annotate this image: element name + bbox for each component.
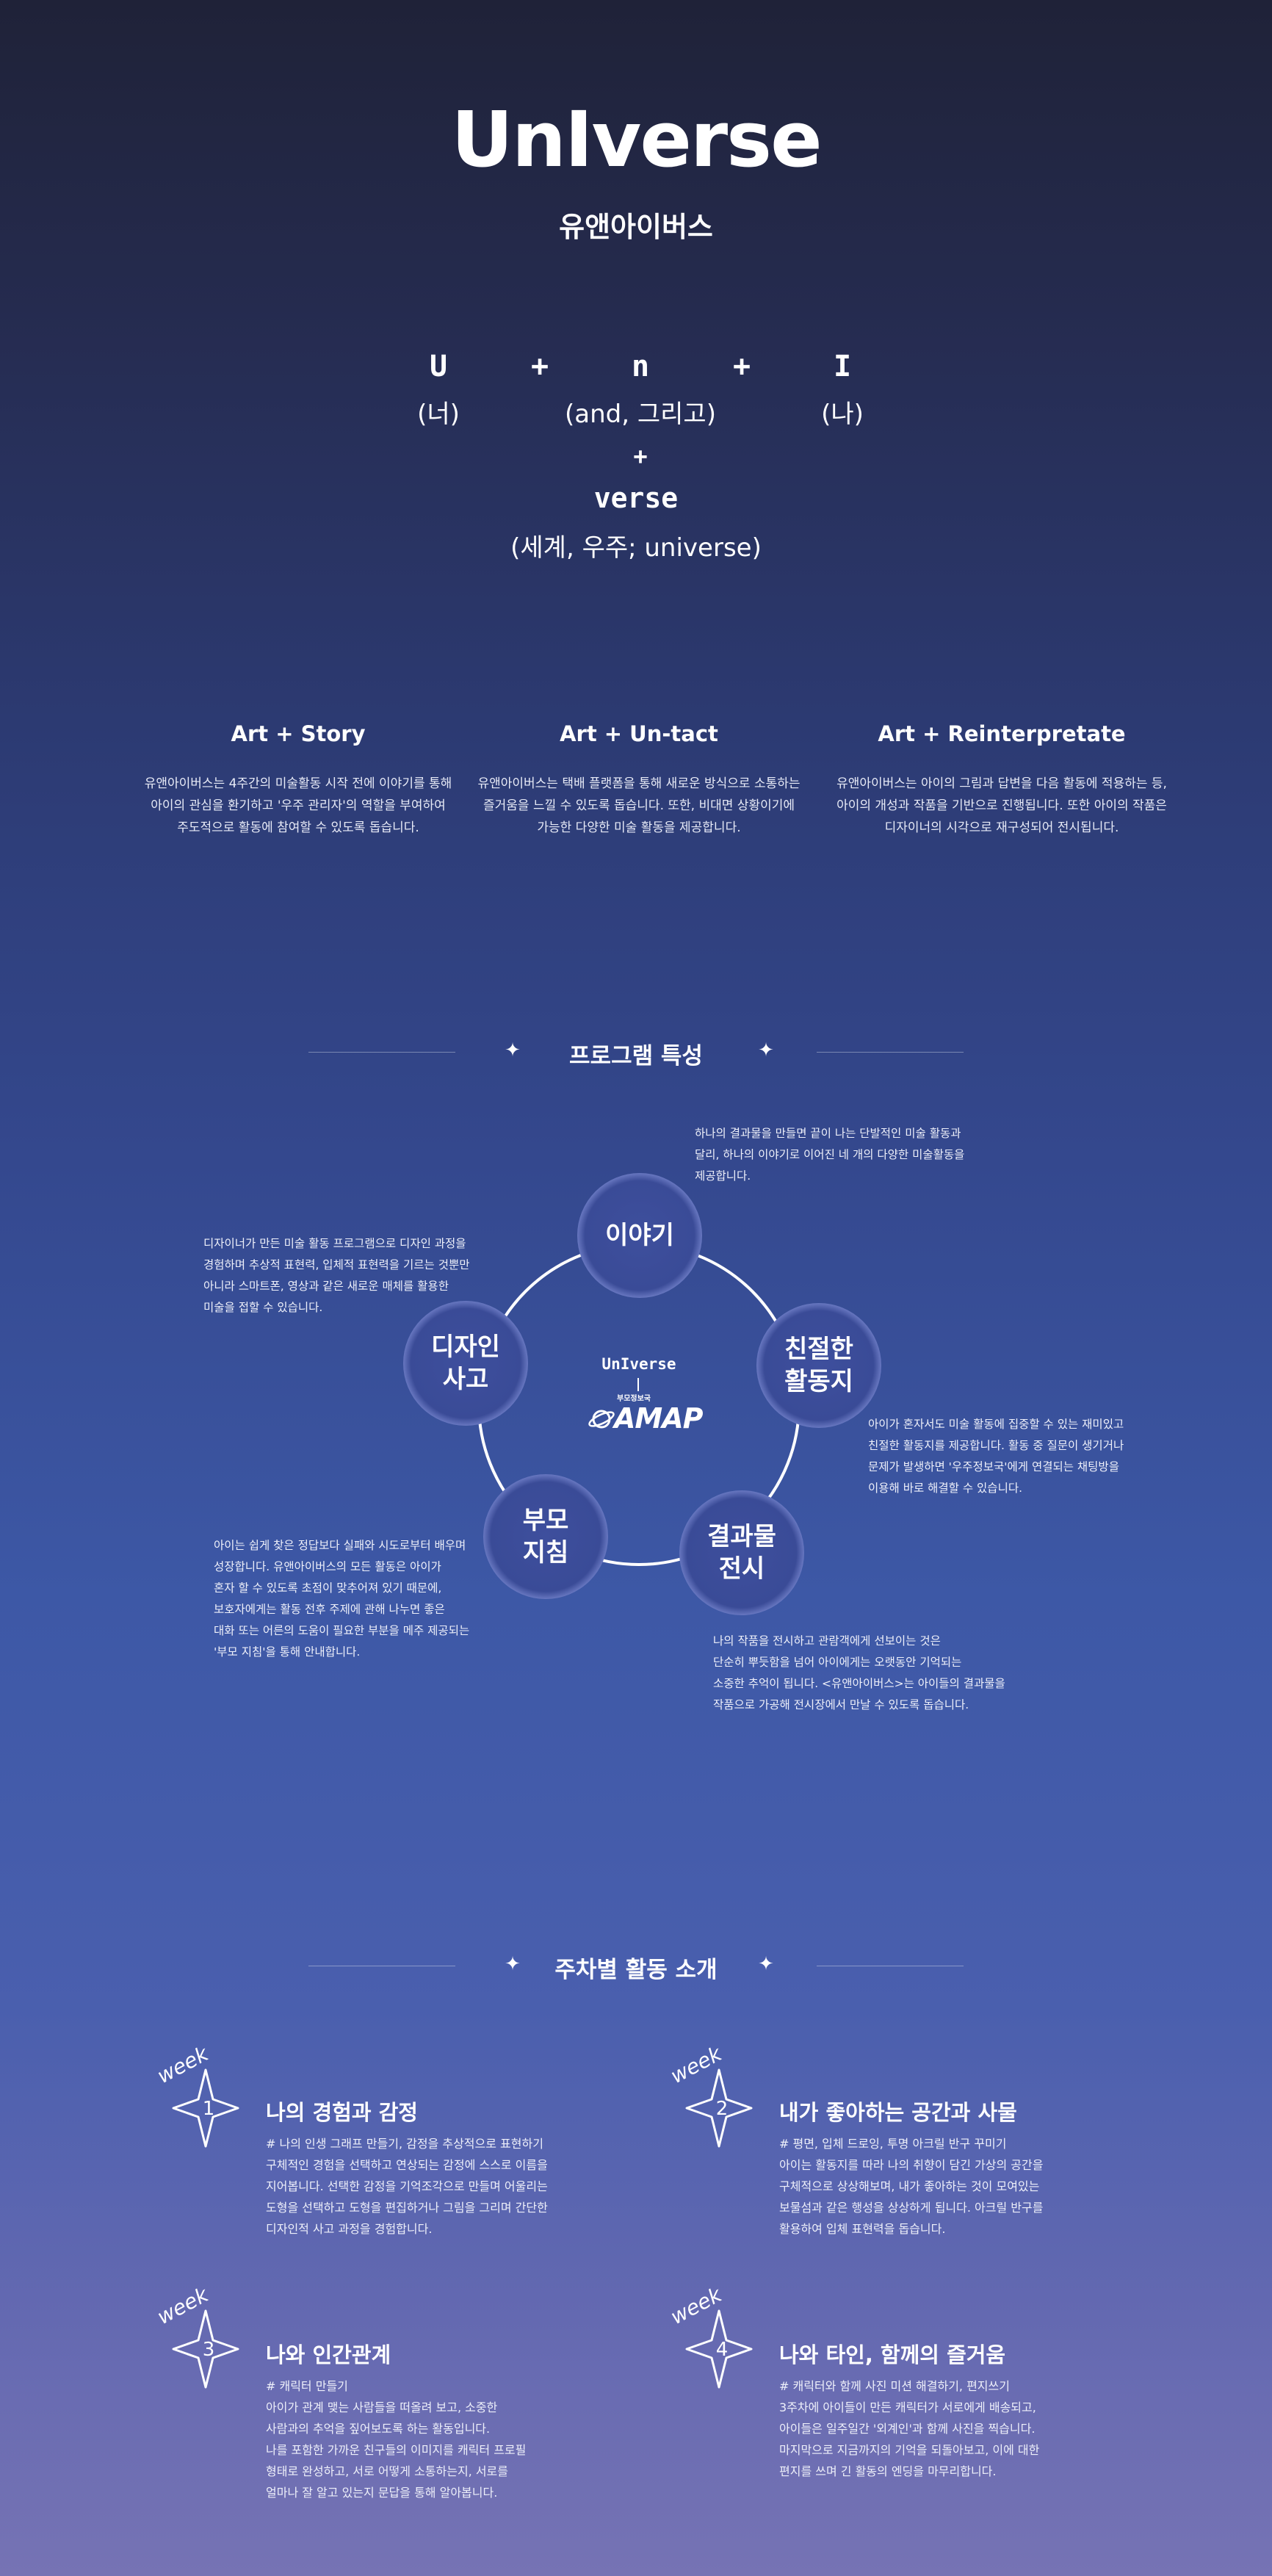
formula-i-letter: I — [833, 350, 852, 383]
week-number: 2 — [715, 2098, 729, 2120]
star-icon — [685, 2068, 753, 2148]
feature-title-untact: Art + Un-tact — [560, 721, 718, 746]
formula-u-letter: U — [429, 350, 448, 383]
formula-i-meaning: (나) — [821, 400, 864, 429]
week-2-badge: week 2 — [667, 2041, 762, 2161]
feature-title-reinterpretate: Art + Reinterpretate — [878, 721, 1126, 746]
week-3-badge: week 3 — [153, 2282, 248, 2402]
formula-verse-meaning: (세계, 우주; universe) — [510, 533, 762, 563]
week-number: 4 — [715, 2339, 729, 2361]
week-4-title: 나와 타인, 함께의 즐거움 — [779, 2342, 1006, 2367]
feature-desc-story: 유앤아이버스는 4주간의 미술활동 시작 전에 이야기를 통해 아이의 관심을 환… — [144, 776, 452, 835]
formula-plus-3: + — [633, 442, 648, 470]
week-number: 1 — [202, 2098, 215, 2120]
week-1-desc: # 나의 인생 그래프 만들기, 감정을 추상적으로 표현하기 구체적인 경험을 … — [266, 2137, 548, 2236]
section-title-program: 프로그램 특성 — [569, 1043, 703, 1069]
brand-logo: UnIverse — [451, 95, 822, 184]
brand-subtitle: 유앤아이버스 — [559, 211, 713, 243]
week-1-badge: week 1 — [153, 2041, 248, 2161]
node-exhibition: 결과물 전시 — [679, 1490, 804, 1615]
section-title-weekly: 주차별 활동 소개 — [554, 1957, 718, 1983]
formula-n-letter: n — [631, 350, 650, 383]
formula-verse-word: verse — [593, 482, 679, 514]
sparkle-icon: ✦ — [505, 1039, 521, 1061]
star-icon — [172, 2309, 239, 2389]
formula-plus-2: + — [732, 350, 751, 383]
desc-activity-sheet: 아이가 혼자서도 미술 활동에 집중할 수 있는 재미있고 친절한 활동지를 제공… — [868, 1418, 1124, 1495]
section-divider-right — [817, 1052, 964, 1053]
feature-title-story: Art + Story — [231, 721, 366, 746]
feature-desc-untact: 유앤아이버스는 택배 플랫폼을 통해 새로운 방식으로 소통하는 즐거움을 느낄 … — [477, 776, 801, 835]
feature-desc-reinterpretate: 유앤아이버스는 아이의 그림과 답변을 다음 활동에 적용하는 등, 아이의 개성… — [836, 776, 1167, 835]
star-icon — [172, 2068, 239, 2148]
formula-n-meaning: (and, 그리고) — [565, 400, 716, 429]
node-activity-sheet: 친절한 활동지 — [756, 1303, 881, 1428]
sparkle-icon: ✦ — [758, 1039, 774, 1061]
star-icon — [685, 2309, 753, 2389]
sparkle-icon: ✦ — [758, 1953, 774, 1975]
week-1-title: 나의 경험과 감정 — [266, 2100, 418, 2125]
week-2-desc: # 평면, 입체 드로잉, 투명 아크릴 반구 꾸미기 아이는 활동지를 따라 나… — [779, 2137, 1044, 2236]
amap-wordmark: AMAP — [614, 1402, 703, 1435]
week-4-badge: week 4 — [667, 2282, 762, 2402]
node-design-thinking: 디자인 사고 — [403, 1301, 528, 1426]
center-logo: UnIverse — [601, 1355, 676, 1373]
amap-small-label: 부모정보국 — [617, 1395, 651, 1403]
center-divider — [637, 1378, 639, 1391]
desc-exhibition: 나의 작품을 전시하고 관람객에게 선보이는 것은 단순히 뿌듯함을 넘어 아이… — [713, 1634, 1005, 1711]
planet-icon — [588, 1410, 615, 1429]
week-3-desc: # 캐릭터 만들기 아이가 관계 맺는 사람들을 떠올려 보고, 소중한 사람과의 … — [266, 2379, 527, 2500]
week-4-desc: # 캐릭터와 함께 사진 미션 해결하기, 편지쓰기 3주차에 아이들이 만든 캐… — [779, 2379, 1040, 2478]
week-number: 3 — [202, 2339, 215, 2361]
section-divider-left — [308, 1052, 455, 1053]
sparkle-icon: ✦ — [505, 1953, 521, 1975]
desc-story: 하나의 결과물을 만들면 끝이 나는 단발적인 미술 활동과 달리, 하나의 이야… — [695, 1127, 965, 1183]
amap-logo: 부모정보국 AMAP — [588, 1392, 705, 1443]
formula-plus-1: + — [530, 350, 549, 383]
formula-u-meaning: (너) — [417, 400, 460, 429]
desc-design-thinking: 디자이너가 만든 미술 활동 프로그램으로 디자인 과정을 경험하며 추상적 표현… — [203, 1237, 470, 1314]
node-story: 이야기 — [577, 1173, 702, 1298]
week-3-title: 나와 인간관계 — [266, 2342, 391, 2367]
desc-parent-guide: 아이는 쉽게 찾은 정답보다 실패와 시도로부터 배우며 성장합니다. 유앤아이버… — [214, 1539, 470, 1659]
node-parent-guide: 부모 지침 — [483, 1474, 608, 1599]
week-2-title: 내가 좋아하는 공간과 사물 — [779, 2100, 1017, 2125]
